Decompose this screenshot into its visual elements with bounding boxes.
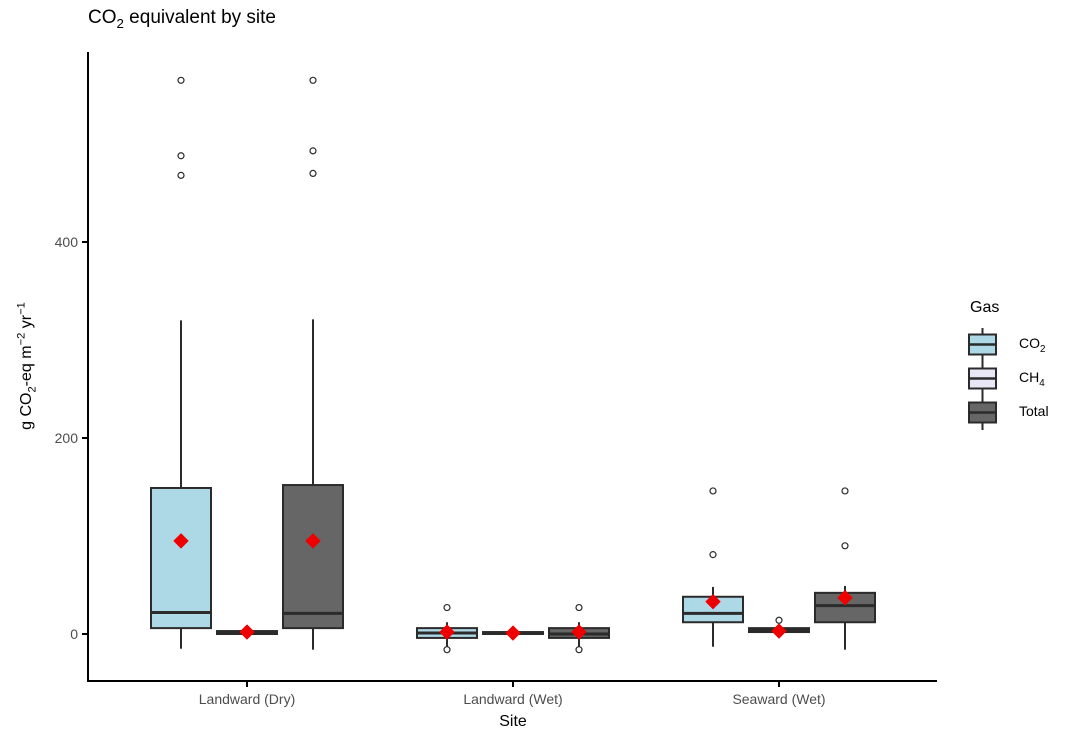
outlier-point-total-0 — [309, 76, 317, 84]
mean-diamond-total-2 — [837, 590, 853, 606]
outlier-point-total-1 — [575, 646, 583, 654]
mean-diamond-ch4-1 — [505, 625, 521, 641]
outlier-point-co2-0 — [177, 152, 185, 160]
legend-label-co2: CO2 — [1019, 335, 1045, 355]
mean-diamond-total-0 — [305, 533, 321, 549]
legend-entry-total: Total — [967, 396, 1049, 430]
outlier-point-total-2 — [841, 487, 849, 495]
outlier-point-total-0 — [309, 147, 317, 155]
chart-title-main: CO — [88, 7, 117, 28]
chart-title-rest: equivalent by site — [123, 7, 276, 28]
mean-diamond-ch4-2 — [771, 623, 787, 639]
y-tick-label: 200 — [55, 430, 79, 446]
legend-label-total: Total — [1019, 403, 1049, 423]
outlier-point-ch4-2 — [775, 616, 783, 624]
mean-diamond-total-1 — [571, 624, 587, 640]
mean-diamond-co2-2 — [705, 593, 721, 610]
mean-diamond-co2-0 — [173, 533, 189, 549]
chart-title-subscript: 2 — [116, 15, 124, 31]
boxplot-key-icon-total — [968, 396, 997, 430]
y-tick-label: 400 — [55, 234, 79, 250]
x-tick-label: Landward (Dry) — [199, 691, 295, 707]
box-total-0 — [282, 484, 344, 630]
legend-label-subscript: 4 — [1039, 377, 1045, 389]
legend-title: Gas — [970, 299, 1000, 316]
box-co2-2 — [682, 595, 744, 624]
outlier-point-co2-2 — [709, 551, 717, 559]
outlier-point-total-0 — [309, 169, 317, 177]
boxplot-key-icon-co2 — [968, 328, 997, 362]
mean-diamond-co2-1 — [439, 624, 455, 640]
x-tick-label: Seaward (Wet) — [732, 691, 825, 707]
outlier-point-co2-2 — [709, 487, 717, 495]
legend: Gas CO2 CH4 — [967, 299, 1049, 430]
legend-label-text: CH — [1019, 369, 1040, 386]
outlier-point-total-1 — [575, 603, 583, 612]
y-tick-label: 0 — [70, 626, 78, 642]
legend-label-text: CO — [1019, 335, 1040, 352]
box-co2-0 — [150, 486, 212, 630]
mean-diamond-ch4-0 — [239, 624, 255, 640]
legend-label-subscript: 2 — [1040, 343, 1046, 355]
boxplot-key-icon-ch4 — [968, 362, 997, 396]
outlier-point-co2-0 — [177, 171, 185, 179]
outlier-point-total-2 — [841, 542, 849, 550]
outlier-point-co2-1 — [443, 646, 451, 654]
legend-label-ch4: CH4 — [1019, 369, 1045, 389]
outlier-point-co2-1 — [443, 603, 451, 612]
legend-entry-ch4: CH4 — [967, 362, 1049, 396]
legend-entry-co2: CO2 — [967, 328, 1049, 362]
x-tick-label: Landward (Wet) — [463, 691, 562, 707]
legend-label-text: Total — [1019, 403, 1049, 420]
outlier-point-co2-0 — [177, 76, 185, 84]
chart-title: CO2 equivalent by site — [88, 7, 276, 31]
x-axis-title: Site — [499, 713, 527, 730]
